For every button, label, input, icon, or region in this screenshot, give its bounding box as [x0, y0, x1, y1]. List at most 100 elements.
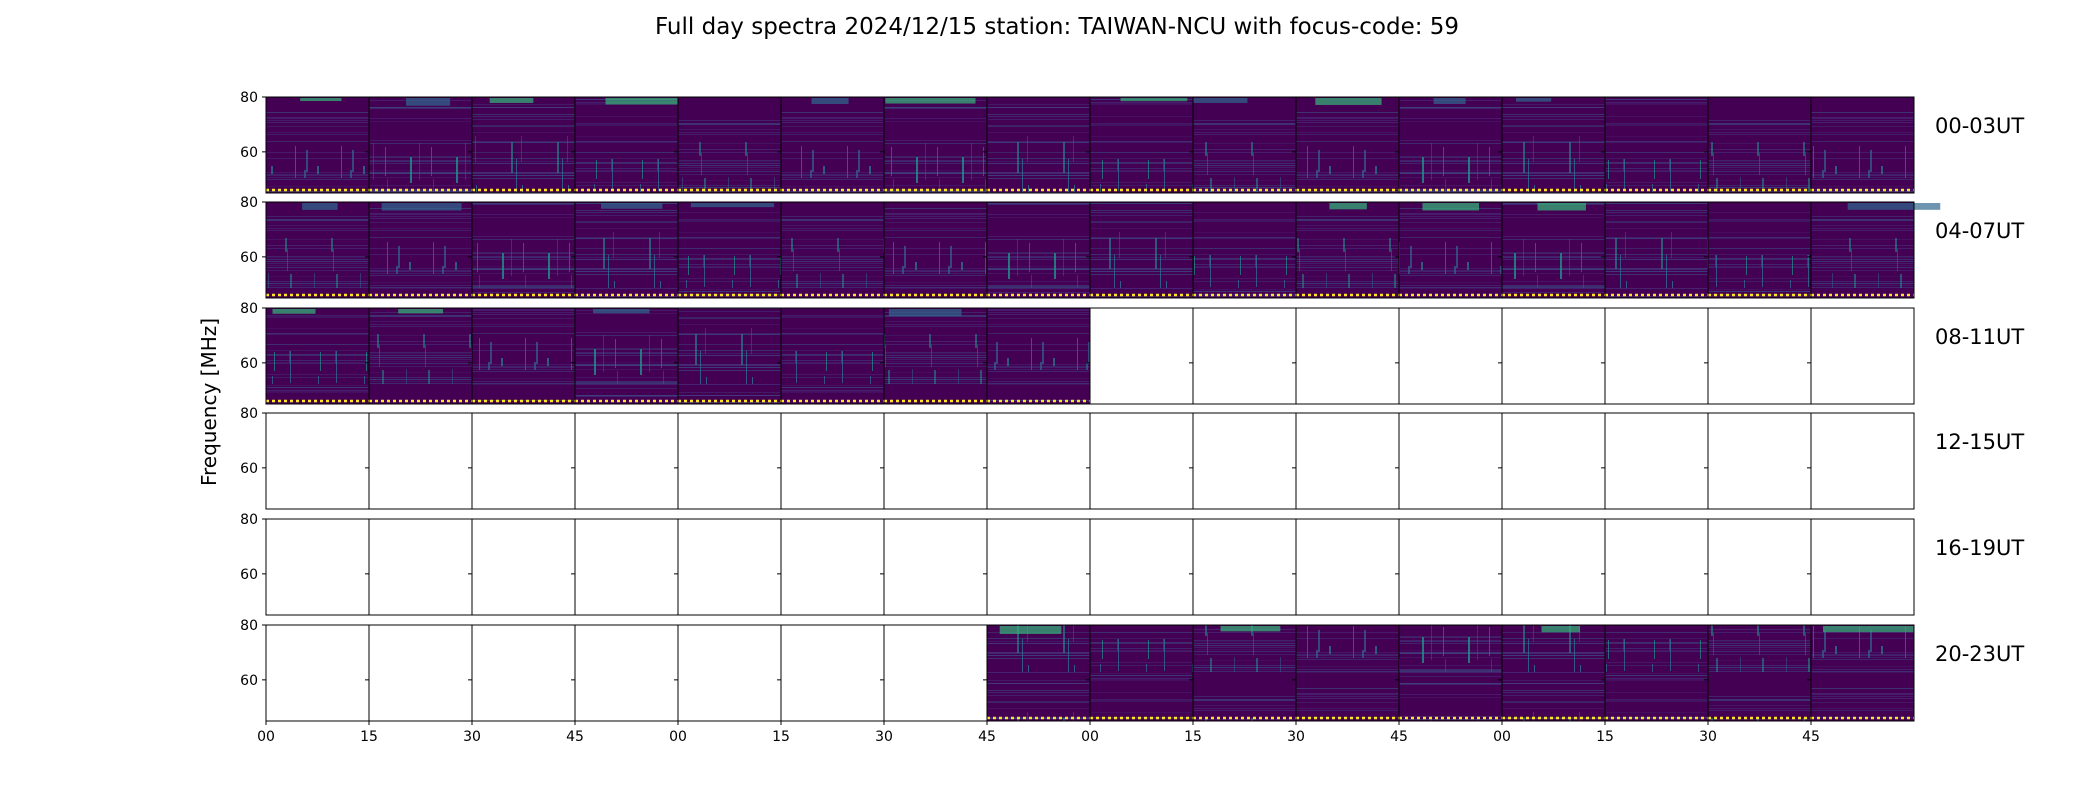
empty-panel	[262, 624, 370, 722]
x-tick-label: 15	[1184, 729, 1202, 745]
spectrum-panel	[674, 201, 782, 299]
spectrum-panel	[777, 96, 885, 194]
y-tick-label: 60	[240, 673, 258, 689]
spectrum-panel	[1704, 624, 1812, 722]
panel-border	[1810, 307, 1915, 405]
row-12-15UT: 60 80	[240, 406, 1915, 510]
spectrum-panel	[468, 201, 576, 299]
spectrum-fill	[1399, 625, 1502, 721]
x-tick-label: 30	[1287, 729, 1305, 745]
spectrum-panel	[262, 307, 370, 405]
empty-panel	[983, 518, 1091, 616]
empty-fill	[1090, 413, 1193, 509]
spectrum-fill	[884, 308, 987, 404]
empty-fill	[781, 519, 884, 615]
row-label: 16-19UT	[1935, 536, 2024, 560]
row-08-11UT: 60 80	[240, 301, 1915, 405]
empty-fill	[266, 519, 369, 615]
panel-border	[1810, 518, 1915, 616]
empty-panel	[1807, 518, 1915, 616]
spectrum-fill	[1399, 202, 1502, 298]
x-tick-label: 30	[463, 729, 481, 745]
empty-panel	[880, 412, 988, 510]
spectrum-fill	[1502, 97, 1605, 193]
x-tick-label: 45	[1802, 729, 1820, 745]
rfi-strip	[1433, 98, 1466, 104]
spectrum-panel	[571, 201, 679, 299]
spectrum-fill	[1296, 97, 1399, 193]
rfi-strip	[405, 98, 451, 106]
spectrum-panel	[1498, 201, 1606, 299]
empty-panel	[1086, 412, 1194, 510]
spectrum-panel	[365, 96, 473, 194]
spectrum-fill	[1708, 97, 1811, 193]
spectrum-panel	[880, 96, 988, 194]
x-tick-label: 30	[875, 729, 893, 745]
empty-fill	[678, 519, 781, 615]
spectrum-fill	[678, 308, 781, 404]
rfi-strip	[1847, 203, 1941, 210]
empty-fill	[781, 625, 884, 721]
spectrum-panel	[880, 307, 988, 405]
empty-fill	[1605, 519, 1708, 615]
rfi-strip	[888, 309, 962, 317]
empty-panel	[468, 624, 576, 722]
spectrum-panel	[1704, 201, 1812, 299]
spectrum-panel	[1086, 201, 1194, 299]
empty-fill	[266, 625, 369, 721]
spectrum-fill	[266, 308, 369, 404]
empty-fill	[1399, 519, 1502, 615]
empty-panel	[777, 412, 885, 510]
y-tick-label: 80	[240, 406, 258, 422]
row-label: 08-11UT	[1935, 325, 2024, 349]
panel-border	[1810, 96, 1915, 194]
rfi-strip	[302, 203, 338, 210]
row-04-07UT: 60 80	[240, 195, 1941, 299]
spectrum-panel	[262, 201, 370, 299]
empty-panel	[1189, 518, 1297, 616]
empty-panel	[262, 412, 370, 510]
spectrum-panel	[1292, 624, 1400, 722]
rfi-strip	[489, 98, 534, 103]
panel-border	[1810, 624, 1915, 722]
panel-border	[1810, 201, 1915, 299]
spectrum-panel	[1498, 624, 1606, 722]
empty-fill	[884, 413, 987, 509]
y-tick-label: 60	[240, 461, 258, 477]
rfi-strip	[1515, 98, 1552, 102]
empty-panel	[1601, 518, 1709, 616]
empty-panel	[1086, 307, 1194, 405]
spectrum-panel	[1292, 201, 1400, 299]
spectrum-panel	[1807, 96, 1915, 194]
empty-panel	[1395, 307, 1503, 405]
rfi-strip	[999, 626, 1062, 634]
empty-fill	[1811, 413, 1914, 509]
rfi-strip	[1193, 98, 1248, 103]
empty-panel	[1498, 518, 1606, 616]
spectrum-fill	[1090, 202, 1193, 298]
empty-fill	[575, 413, 678, 509]
x-tick-label: 30	[1699, 729, 1717, 745]
spectrum-fill	[987, 308, 1090, 404]
spectrum-fill	[987, 202, 1090, 298]
empty-panel	[365, 412, 473, 510]
spectrum-fill	[884, 202, 987, 298]
empty-fill	[1193, 308, 1296, 404]
empty-panel	[674, 624, 782, 722]
empty-panel	[1601, 307, 1709, 405]
empty-fill	[1193, 413, 1296, 509]
x-tick-label: 15	[1596, 729, 1614, 745]
empty-fill	[1090, 308, 1193, 404]
rfi-strip	[1422, 203, 1480, 211]
empty-fill	[1708, 308, 1811, 404]
empty-panel	[674, 518, 782, 616]
spectrum-panel	[365, 307, 473, 405]
spectrum-fill	[1811, 97, 1914, 193]
empty-fill	[1399, 413, 1502, 509]
empty-fill	[1399, 308, 1502, 404]
spectrum-panel	[777, 307, 885, 405]
x-tick-label: 45	[566, 729, 584, 745]
spectrum-fill	[1193, 202, 1296, 298]
spectrum-fill	[1193, 625, 1296, 721]
spectrum-fill	[1605, 97, 1708, 193]
